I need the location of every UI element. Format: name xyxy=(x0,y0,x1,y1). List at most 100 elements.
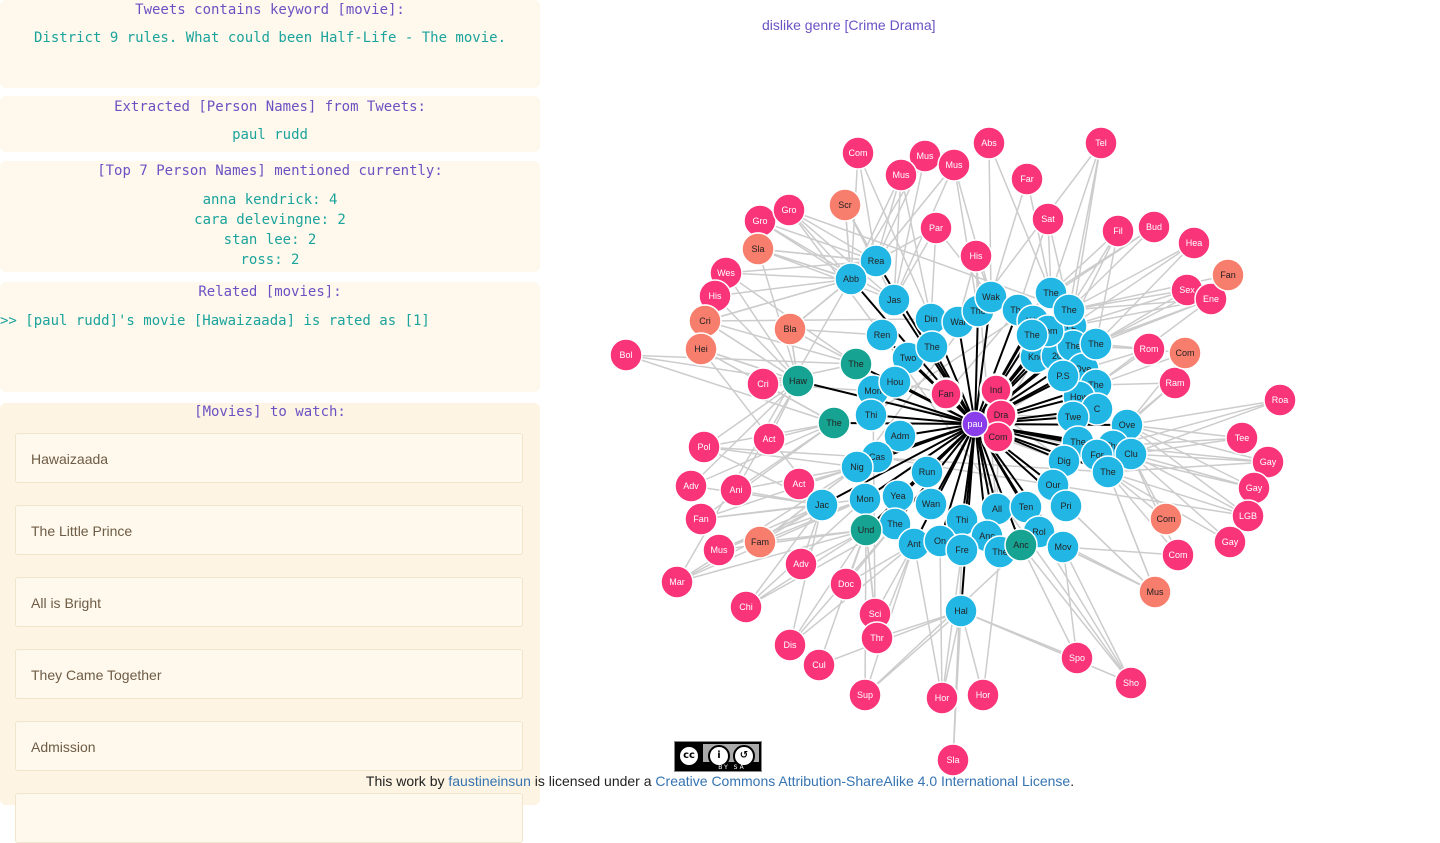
movie-node[interactable]: Jas xyxy=(877,283,911,317)
movie-node[interactable]: P.S xyxy=(1046,359,1080,393)
genre-node-alt[interactable]: Fam xyxy=(743,525,777,559)
genre-node-circle[interactable] xyxy=(1101,214,1135,248)
genre-node-alt[interactable]: Fan xyxy=(1211,258,1245,292)
genre-node[interactable]: Com xyxy=(982,421,1014,453)
genre-node[interactable]: Gay xyxy=(1237,471,1271,505)
genre-node-alt-circle[interactable] xyxy=(743,525,777,559)
genre-node[interactable]: His xyxy=(959,239,993,273)
genre-node[interactable]: Far xyxy=(1010,162,1044,196)
person-node-circle[interactable] xyxy=(961,410,989,438)
genre-node-circle[interactable] xyxy=(1114,666,1148,700)
genre-node-circle[interactable] xyxy=(1031,202,1065,236)
movie-node-circle[interactable] xyxy=(883,419,917,453)
movie-node[interactable]: Mov xyxy=(1046,530,1080,564)
genre-node[interactable]: Sho xyxy=(1114,666,1148,700)
genre-node-alt-circle[interactable] xyxy=(1168,336,1202,370)
genre-node[interactable]: Sla xyxy=(936,743,970,777)
movie-node-circle[interactable] xyxy=(1091,455,1125,489)
genre-node[interactable]: Mus xyxy=(702,533,736,567)
movie-node[interactable]: Wan xyxy=(914,487,948,521)
movie-node[interactable]: Yea xyxy=(881,479,915,513)
genre-node[interactable]: Bol xyxy=(609,338,643,372)
movie-node[interactable]: Twe xyxy=(1056,400,1090,434)
genre-node-circle[interactable] xyxy=(1132,332,1166,366)
cc-license-badge[interactable]: cc i ↺ BY SA xyxy=(674,741,762,772)
genre-node-circle[interactable] xyxy=(660,565,694,599)
movie-node-circle[interactable] xyxy=(944,594,978,628)
genre-node[interactable]: Sat xyxy=(1031,202,1065,236)
movie-node-circle[interactable] xyxy=(1046,530,1080,564)
genre-node-circle[interactable] xyxy=(1084,126,1118,160)
genre-node-circle[interactable] xyxy=(719,473,753,507)
movie-node[interactable]: The xyxy=(1091,455,1125,489)
genre-node-alt[interactable]: Cri xyxy=(688,304,722,338)
movie-node[interactable]: Hal xyxy=(944,594,978,628)
genre-node[interactable]: Ram xyxy=(1158,366,1192,400)
genre-node-circle[interactable] xyxy=(784,547,818,581)
movie-item[interactable]: The Little Prince xyxy=(15,505,523,555)
movie-node-alt[interactable]: Haw xyxy=(781,364,815,398)
genre-node[interactable]: Mus xyxy=(884,158,918,192)
genre-node[interactable]: Bud xyxy=(1137,210,1171,244)
movie-node-circle[interactable] xyxy=(1052,293,1086,327)
movie-node[interactable]: The xyxy=(1052,293,1086,327)
movie-node[interactable]: Thi xyxy=(854,398,888,432)
movie-item[interactable]: They Came Together xyxy=(15,649,523,699)
movie-node-alt-circle[interactable] xyxy=(849,513,883,547)
genre-node-alt-circle[interactable] xyxy=(773,312,807,346)
genre-node-circle[interactable] xyxy=(687,430,721,464)
genre-node-circle[interactable] xyxy=(773,628,807,662)
genre-node-alt-circle[interactable] xyxy=(741,232,775,266)
genre-node[interactable]: Ind xyxy=(980,374,1012,406)
genre-node[interactable]: Pol xyxy=(687,430,721,464)
genre-node[interactable]: Dis xyxy=(773,628,807,662)
genre-node[interactable]: Adv xyxy=(784,547,818,581)
movie-item[interactable] xyxy=(15,793,523,843)
movie-node-circle[interactable] xyxy=(1049,489,1083,523)
genre-node[interactable]: LGB xyxy=(1231,499,1265,533)
license-link[interactable]: Creative Commons Attribution-ShareAlike … xyxy=(655,773,1071,789)
genre-node[interactable]: Mus xyxy=(937,148,971,182)
genre-node-circle[interactable] xyxy=(729,590,763,624)
genre-node[interactable]: Com xyxy=(841,136,875,170)
genre-node-circle[interactable] xyxy=(884,158,918,192)
genre-node-circle[interactable] xyxy=(972,126,1006,160)
genre-node[interactable]: Tee xyxy=(1225,421,1259,455)
movie-item[interactable]: All is Bright xyxy=(15,577,523,627)
genre-node-circle[interactable] xyxy=(829,567,863,601)
movie-node-alt[interactable]: Anc xyxy=(1004,528,1038,562)
movie-node-circle[interactable] xyxy=(915,330,949,364)
genre-node[interactable]: Act xyxy=(782,467,816,501)
movie-node[interactable]: Abb xyxy=(834,262,868,296)
movie-node-circle[interactable] xyxy=(859,244,893,278)
genre-node-alt[interactable]: Bla xyxy=(773,312,807,346)
genre-node-circle[interactable] xyxy=(746,367,780,401)
genre-node-circle[interactable] xyxy=(1213,525,1247,559)
movie-node-circle[interactable] xyxy=(914,487,948,521)
movie-node-circle[interactable] xyxy=(854,398,888,432)
genre-node-circle[interactable] xyxy=(936,743,970,777)
genre-node-circle[interactable] xyxy=(1158,366,1192,400)
genre-node-alt[interactable]: Com xyxy=(1168,336,1202,370)
genre-node[interactable]: Hea xyxy=(1177,226,1211,260)
movie-node-alt[interactable]: Und xyxy=(849,513,883,547)
movie-node-circle[interactable] xyxy=(865,318,899,352)
genre-node-circle[interactable] xyxy=(848,678,882,712)
genre-node-circle[interactable] xyxy=(684,502,718,536)
movie-node-alt-circle[interactable] xyxy=(839,347,873,381)
genre-node-circle[interactable] xyxy=(930,378,962,410)
movie-item[interactable]: Hawaizaada xyxy=(15,433,523,483)
genre-node[interactable]: Gay xyxy=(1213,525,1247,559)
movie-node[interactable]: Hou xyxy=(878,365,912,399)
genre-node-circle[interactable] xyxy=(1010,162,1044,196)
genre-node-circle[interactable] xyxy=(982,421,1014,453)
movie-node-circle[interactable] xyxy=(834,262,868,296)
genre-node-circle[interactable] xyxy=(966,678,1000,712)
movie-node-alt[interactable]: The xyxy=(839,347,873,381)
genre-node[interactable]: Cul xyxy=(802,648,836,682)
movie-node[interactable]: Run xyxy=(910,455,944,489)
genre-node[interactable]: Hor xyxy=(966,678,1000,712)
movie-node-circle[interactable] xyxy=(945,533,979,567)
movie-node-alt-circle[interactable] xyxy=(817,406,851,440)
movie-node[interactable]: The xyxy=(1015,318,1049,352)
